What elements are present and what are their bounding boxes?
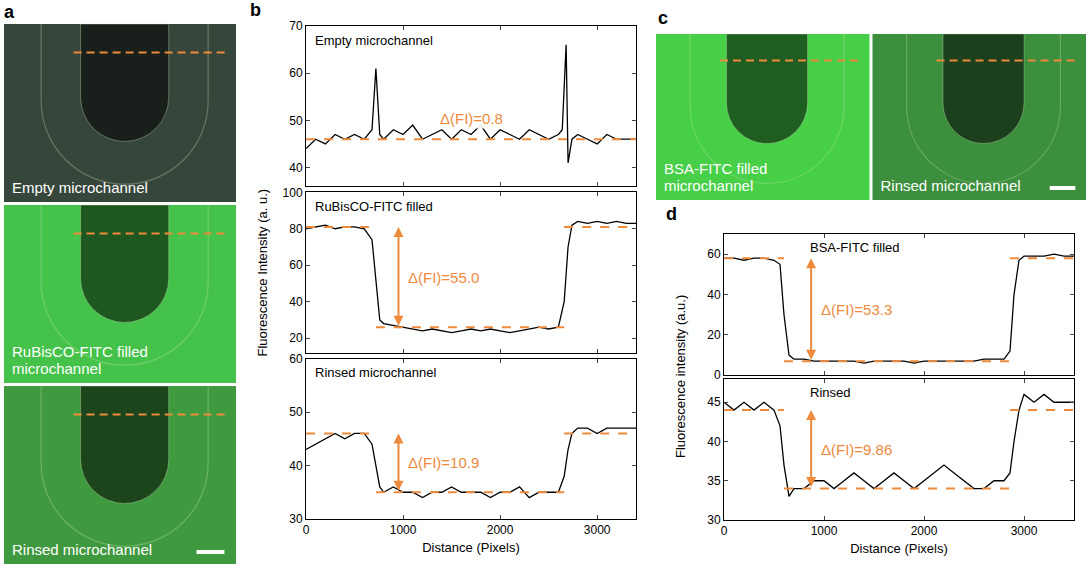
svg-text:RuBisCO-FITC filled: RuBisCO-FITC filled (315, 199, 433, 214)
svg-text:30: 30 (289, 512, 303, 526)
svg-text:microchannel: microchannel (664, 177, 753, 194)
svg-text:Rinsed microchannel: Rinsed microchannel (881, 177, 1021, 194)
svg-text:50: 50 (289, 114, 303, 128)
svg-text:80: 80 (289, 222, 303, 236)
svg-text:0: 0 (303, 523, 310, 537)
svg-text:Δ(FI)=9.86: Δ(FI)=9.86 (821, 441, 892, 458)
svg-text:1000: 1000 (390, 523, 417, 537)
svg-text:Rinsed: Rinsed (810, 385, 850, 400)
svg-text:BSA-FITC filled: BSA-FITC filled (810, 240, 900, 255)
html-text:b: b (250, 0, 261, 20)
svg-text:Empty microchannel: Empty microchannel (315, 33, 433, 48)
svg-text:50: 50 (289, 405, 303, 419)
svg-text:60: 60 (289, 352, 303, 366)
svg-text:40: 40 (289, 459, 303, 473)
svg-text:20: 20 (289, 331, 303, 345)
svg-text:40: 40 (289, 295, 303, 309)
svg-text:0: 0 (714, 368, 721, 382)
svg-text:Rinsed microchannel: Rinsed microchannel (12, 541, 152, 558)
svg-text:3000: 3000 (1011, 524, 1038, 538)
html-text:a: a (4, 2, 14, 22)
svg-text:100: 100 (283, 186, 303, 200)
svg-text:40: 40 (707, 288, 721, 302)
svg-text:Distance (Pixels): Distance (Pixels) (422, 540, 520, 555)
svg-text:70: 70 (289, 19, 303, 33)
svg-text:0: 0 (721, 524, 728, 538)
svg-text:60: 60 (289, 66, 303, 80)
svg-text:Δ(FI)=0.8: Δ(FI)=0.8 (440, 110, 503, 127)
svg-text:microchannel: microchannel (12, 360, 101, 377)
svg-text:Distance (Pixels): Distance (Pixels) (850, 541, 948, 556)
svg-text:Fluorescence intensity (a.u.): Fluorescence intensity (a.u.) (673, 295, 688, 458)
svg-text:RuBisCO-FITC filled: RuBisCO-FITC filled (12, 343, 148, 360)
svg-text:2000: 2000 (911, 524, 938, 538)
svg-text:3000: 3000 (584, 523, 611, 537)
svg-text:30: 30 (707, 513, 721, 527)
svg-text:40: 40 (707, 435, 721, 449)
svg-text:Empty microchannel: Empty microchannel (12, 179, 148, 196)
svg-text:60: 60 (707, 247, 721, 261)
svg-text:60: 60 (289, 258, 303, 272)
html-text:c: c (658, 8, 668, 28)
svg-text:BSA-FITC filled: BSA-FITC filled (664, 160, 767, 177)
svg-text:Rinsed microchannel: Rinsed microchannel (315, 365, 437, 380)
svg-text:Fluorescence Intensity (a. u.): Fluorescence Intensity (a. u.) (255, 189, 270, 357)
svg-text:35: 35 (707, 474, 721, 488)
svg-text:Δ(FI)=55.0: Δ(FI)=55.0 (408, 269, 479, 286)
svg-text:2000: 2000 (487, 523, 514, 537)
svg-text:40: 40 (289, 161, 303, 175)
svg-text:20: 20 (707, 328, 721, 342)
svg-text:Δ(FI)=53.3: Δ(FI)=53.3 (821, 301, 892, 318)
svg-text:1000: 1000 (811, 524, 838, 538)
html-text:d: d (666, 204, 677, 224)
svg-text:Δ(FI)=10.9: Δ(FI)=10.9 (408, 454, 479, 471)
svg-text:45: 45 (707, 395, 721, 409)
